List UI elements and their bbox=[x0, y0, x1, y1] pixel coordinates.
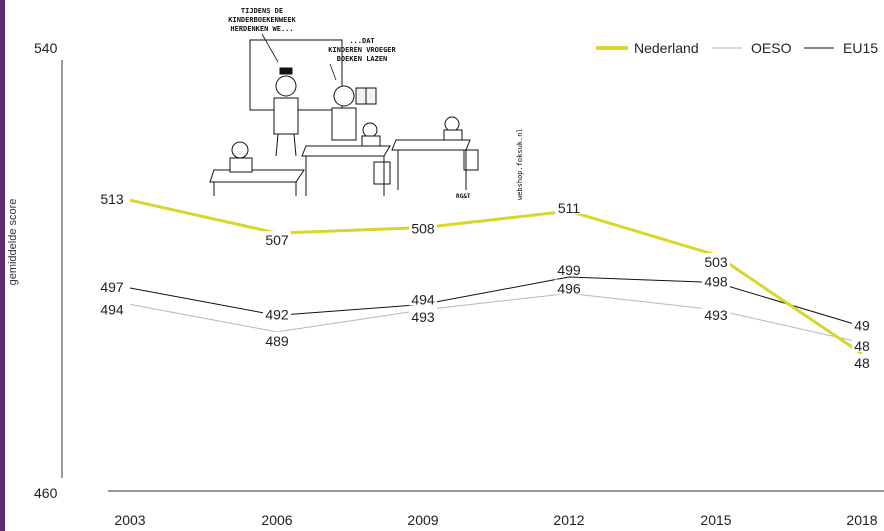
x-tick-labels: 2003 2006 2009 2012 2015 2018 bbox=[114, 512, 877, 528]
teacher-figure bbox=[273, 67, 299, 157]
svg-text:HERDENKEN WE...: HERDENKEN WE... bbox=[230, 25, 293, 33]
data-label-eu15-2012: 499 bbox=[557, 262, 581, 278]
data-label-bg bbox=[852, 336, 872, 352]
data-label-nederland-2015: 503 bbox=[704, 254, 728, 270]
data-label-oeso-2018: 48 bbox=[854, 338, 870, 354]
svg-text:BOEKEN LAZEN: BOEKEN LAZEN bbox=[337, 55, 388, 63]
x-tick-2015: 2015 bbox=[700, 512, 731, 528]
data-label-bg bbox=[555, 199, 583, 215]
data-label-oeso-2003: 494 bbox=[100, 301, 124, 317]
data-label-bg bbox=[702, 272, 730, 288]
data-label-nederland-2012: 511 bbox=[558, 200, 581, 216]
data-label-bg bbox=[98, 300, 126, 316]
data-label-bg bbox=[852, 316, 872, 332]
data-label-bg bbox=[702, 305, 730, 321]
legend-label-oeso: OESO bbox=[751, 40, 792, 56]
svg-text:...DAT: ...DAT bbox=[349, 37, 374, 45]
series-line-eu15 bbox=[129, 276, 863, 327]
cartoon-illustration: TIJDENS DE KINDERBOEKENWEEK HERDENKEN WE… bbox=[208, 0, 530, 200]
cartoon-caption-1: TIJDENS DE KINDERBOEKENWEEK HERDENKEN WE… bbox=[228, 7, 296, 33]
x-tick-2009: 2009 bbox=[407, 512, 438, 528]
series-line-oeso bbox=[129, 292, 863, 344]
data-label-bg bbox=[263, 231, 291, 247]
x-tick-2012: 2012 bbox=[553, 512, 584, 528]
data-label-nederland-2006: 507 bbox=[265, 232, 289, 248]
data-label-nederland-2018: 48 bbox=[854, 355, 870, 371]
legend: Nederland OESO EU15 bbox=[596, 40, 878, 56]
series-line-nederland bbox=[129, 198, 863, 356]
data-label-bg bbox=[98, 277, 126, 293]
y-tick-min: 460 bbox=[34, 485, 58, 501]
y-axis-label: gemiddelde score bbox=[7, 199, 19, 286]
data-label-bg bbox=[98, 190, 126, 206]
data-label-bg bbox=[852, 353, 872, 369]
data-label-bg bbox=[702, 253, 730, 269]
data-label-bg bbox=[263, 331, 291, 347]
data-label-bg bbox=[555, 260, 583, 276]
data-label-oeso-2006: 489 bbox=[265, 333, 289, 349]
data-label-nederland-2009: 508 bbox=[411, 221, 435, 237]
cartoon-credit: webshop.foksuk.nl bbox=[516, 128, 524, 200]
cartoon-signature: RG&T bbox=[456, 193, 471, 200]
svg-text:TIJDENS DE: TIJDENS DE bbox=[241, 7, 283, 15]
data-label-eu15-2015: 498 bbox=[704, 273, 728, 289]
data-label-nederland-2003: 513 bbox=[100, 191, 124, 207]
data-label-bg bbox=[409, 307, 437, 323]
data-label-bg bbox=[409, 219, 437, 235]
y-tick-max: 540 bbox=[34, 40, 58, 56]
legend-label-eu15: EU15 bbox=[843, 40, 878, 56]
data-label-eu15-2009: 494 bbox=[411, 291, 435, 307]
data-label-bg bbox=[555, 279, 583, 295]
data-label-bg bbox=[263, 305, 291, 321]
legend-label-nederland: Nederland bbox=[634, 40, 699, 56]
data-label-eu15-2006: 492 bbox=[265, 306, 289, 322]
data-label-oeso-2009: 493 bbox=[411, 309, 435, 325]
cartoon-caption-2: ...DAT KINDEREN VROEGER BOEKEN LAZEN bbox=[328, 37, 396, 63]
series-group bbox=[129, 198, 863, 356]
data-label-oeso-2015: 493 bbox=[704, 307, 728, 323]
x-tick-2006: 2006 bbox=[261, 512, 292, 528]
accent-bar bbox=[0, 0, 5, 531]
data-label-eu15-2018: 49 bbox=[854, 317, 870, 333]
data-label-eu15-2003: 497 bbox=[100, 279, 124, 295]
data-labels-group: 513 507 508 511 503 48 494 489 493 496 493 48 497 492… bbox=[98, 190, 872, 371]
svg-text:KINDERBOEKENWEEK: KINDERBOEKENWEEK bbox=[228, 16, 296, 24]
data-label-bg bbox=[409, 290, 437, 306]
reader-figure bbox=[331, 85, 377, 141]
svg-text:KINDEREN VROEGER: KINDEREN VROEGER bbox=[328, 46, 396, 54]
data-label-oeso-2012: 496 bbox=[557, 280, 581, 296]
x-tick-2018: 2018 bbox=[846, 512, 877, 528]
x-tick-2003: 2003 bbox=[114, 512, 145, 528]
